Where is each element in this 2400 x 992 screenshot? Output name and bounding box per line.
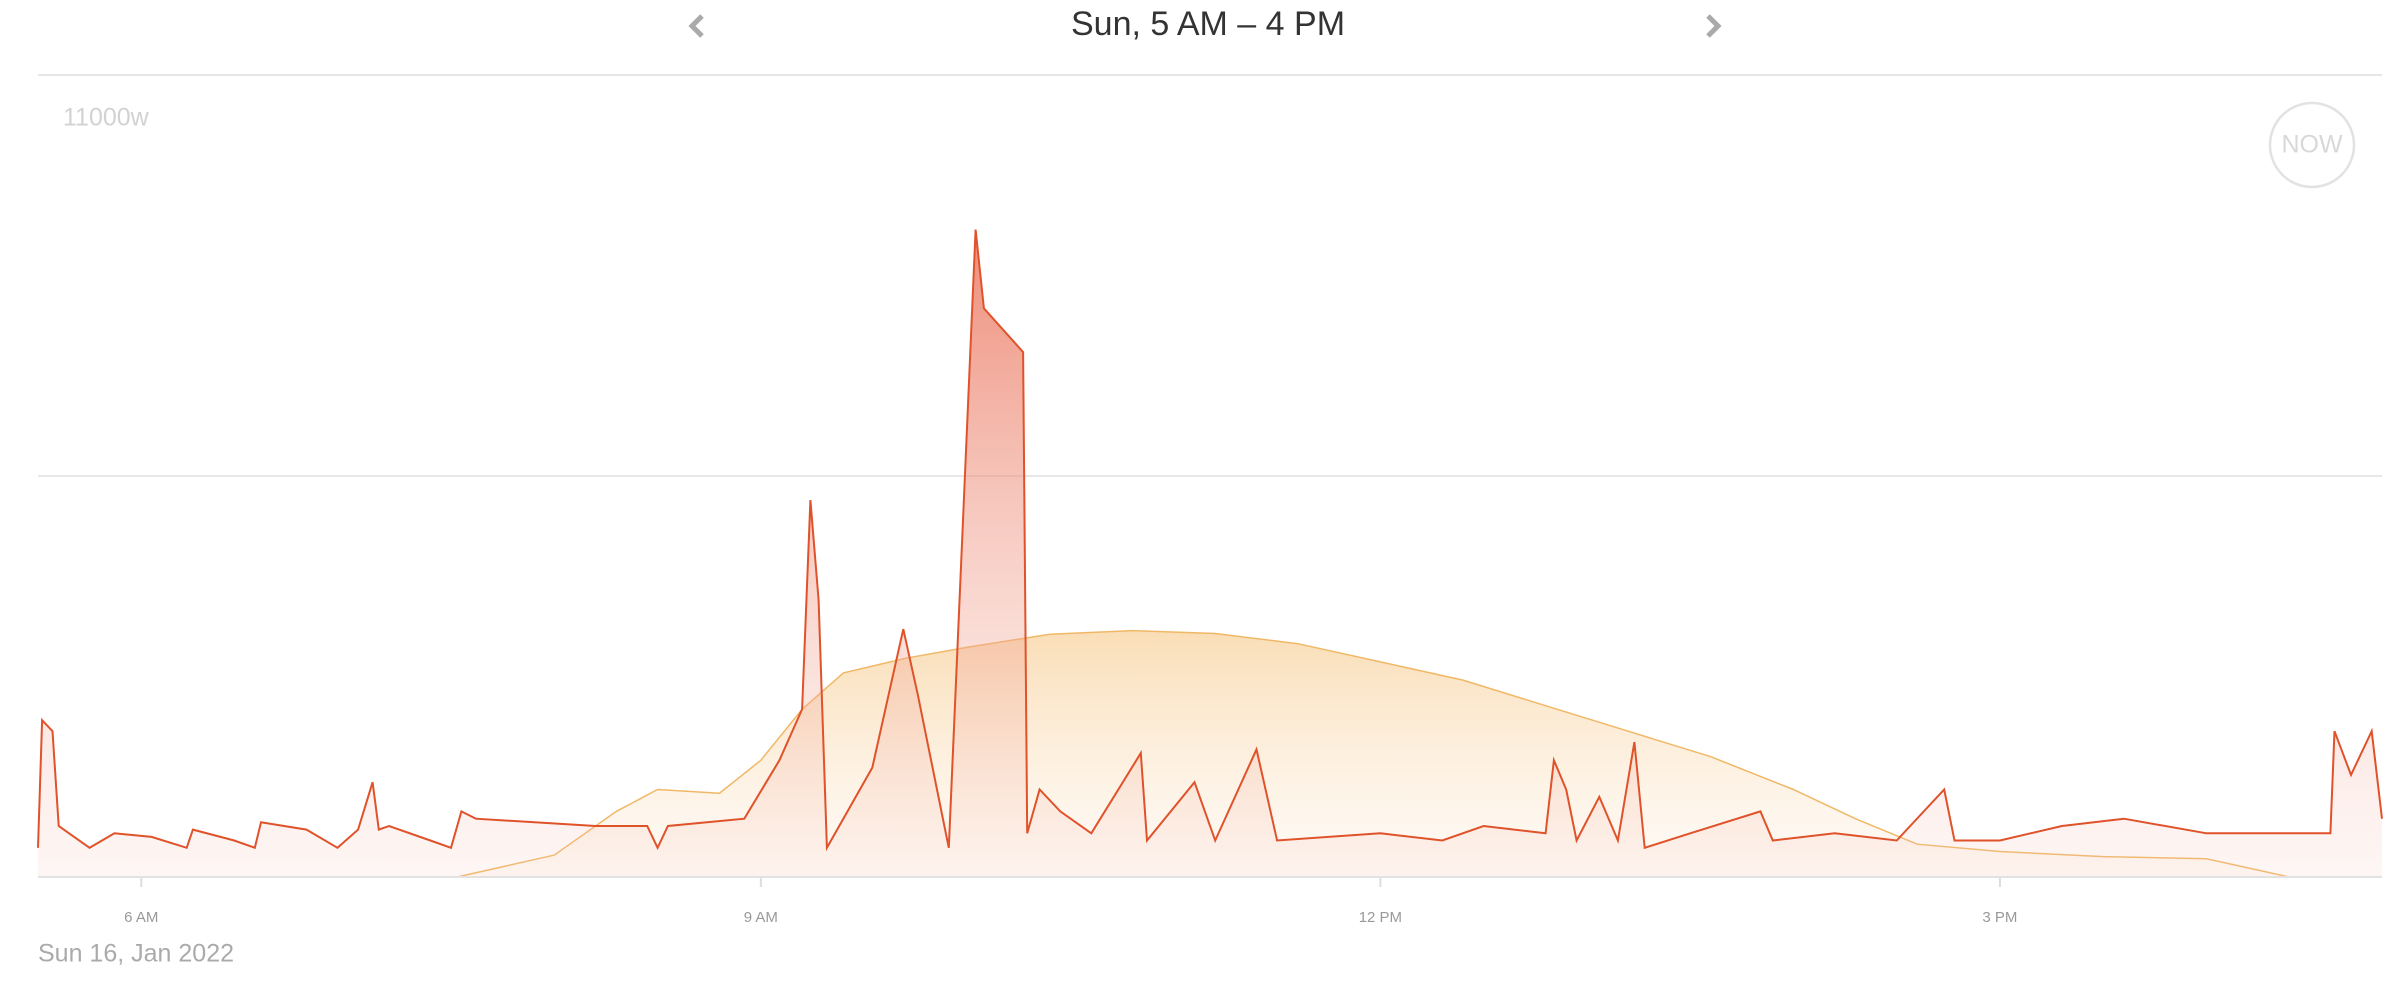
plot: 11000w 6 AM 9 AM 12 PM 3 PM xyxy=(37,104,2383,926)
x-tick-label: 3 PM xyxy=(1982,909,2017,926)
x-tick-label: 6 AM xyxy=(124,909,158,926)
y-tick-label: 11000w xyxy=(63,104,150,132)
now-button[interactable]: NOW xyxy=(2268,101,2356,189)
x-tick-label: 12 PM xyxy=(1359,909,1402,926)
prev-button[interactable] xyxy=(688,14,704,38)
now-label[interactable]: NOW xyxy=(2281,131,2343,159)
series-line xyxy=(37,229,2383,852)
date-label: Sun 16, Jan 2022 xyxy=(38,940,234,968)
next-button[interactable] xyxy=(1706,14,1722,38)
x-tick-label: 9 AM xyxy=(744,909,778,926)
page-title: Sun, 5 AM – 4 PM xyxy=(1071,5,1345,43)
now-circle[interactable] xyxy=(2268,101,2356,189)
